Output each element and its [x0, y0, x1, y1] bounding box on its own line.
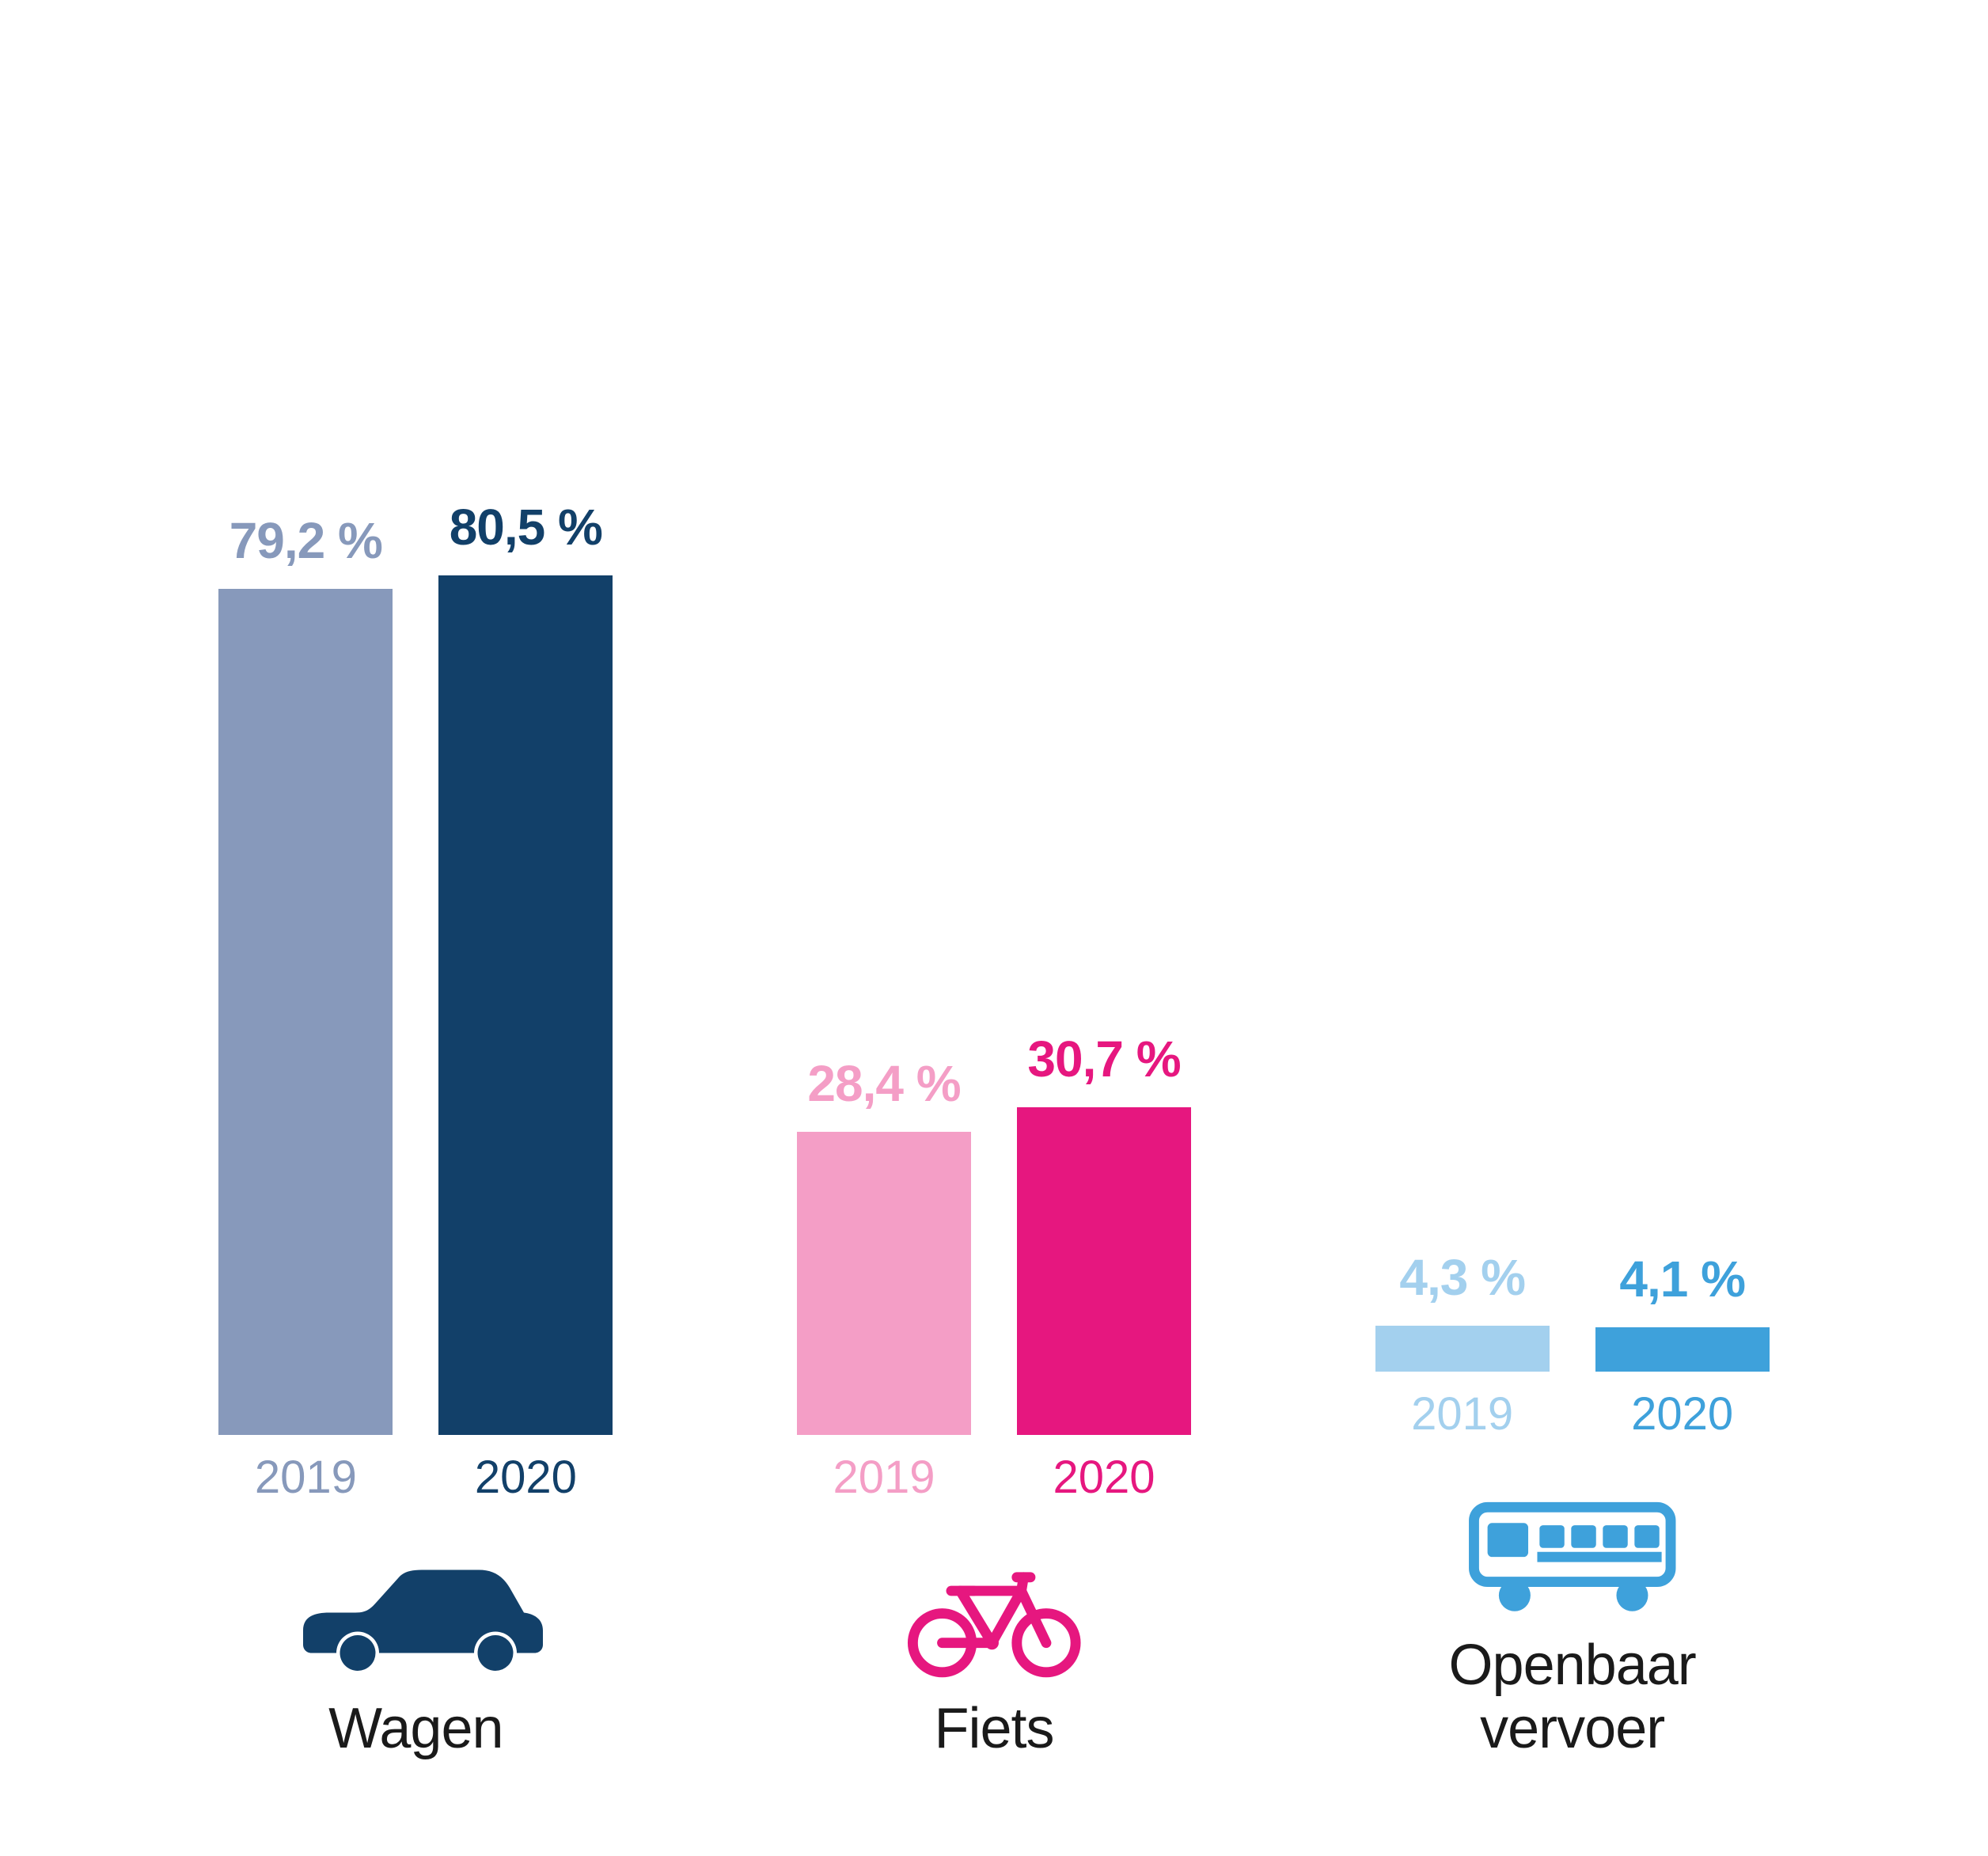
bar-value: 4,3 %: [1399, 1248, 1525, 1307]
bar-wagen-2019: 79,2 % 2019: [218, 511, 393, 1504]
group-fiets: 28,4 % 2019 30,7 % 2020: [705, 1030, 1284, 1761]
bars-wagen: 79,2 % 2019 80,5 % 2020: [218, 498, 613, 1505]
group-ov: 4,3 % 2019 4,1 % 2020: [1283, 1248, 1861, 1761]
bar-rect: [1375, 1326, 1550, 1372]
bar-value: 4,1 %: [1619, 1250, 1745, 1308]
bar-ov-2020: 4,1 % 2020: [1595, 1250, 1770, 1440]
group-wagen: 79,2 % 2019 80,5 % 2020 Wagen: [127, 498, 705, 1761]
bar-rect: [1595, 1327, 1770, 1371]
bar-rect: [218, 589, 393, 1435]
bar-value: 30,7 %: [1027, 1030, 1180, 1088]
bar-value: 79,2 %: [230, 511, 382, 570]
bar-ov-2019: 4,3 % 2019: [1375, 1248, 1550, 1440]
bar-groups: 79,2 % 2019 80,5 % 2020 Wagen: [127, 158, 1861, 1761]
bar-year: 2020: [1053, 1451, 1155, 1504]
transport-mode-chart: 79,2 % 2019 80,5 % 2020 Wagen: [0, 0, 1988, 1856]
bars-fiets: 28,4 % 2019 30,7 % 2020: [797, 1030, 1191, 1504]
bar-year: 2019: [255, 1451, 357, 1504]
bike-icon: [902, 1559, 1087, 1678]
bar-year: 2019: [833, 1451, 935, 1504]
bar-value: 28,4 %: [807, 1054, 960, 1113]
bus-icon: [1463, 1496, 1683, 1615]
group-label: Fiets: [934, 1697, 1053, 1761]
bar-year: 2020: [1631, 1387, 1733, 1440]
bar-year: 2019: [1411, 1387, 1513, 1440]
bars-ov: 4,3 % 2019 4,1 % 2020: [1375, 1248, 1770, 1440]
bar-wagen-2020: 80,5 % 2020: [438, 498, 613, 1505]
group-label: Wagen: [328, 1697, 503, 1761]
bar-year: 2020: [475, 1451, 577, 1504]
bar-rect: [438, 575, 613, 1436]
group-label: Openbaarvervoer: [1449, 1634, 1696, 1761]
bar-value: 80,5 %: [450, 498, 602, 556]
bar-rect: [1017, 1107, 1191, 1435]
car-icon: [279, 1559, 552, 1678]
bar-rect: [797, 1132, 971, 1435]
bar-fiets-2020: 30,7 % 2020: [1017, 1030, 1191, 1504]
bar-fiets-2019: 28,4 % 2019: [797, 1054, 971, 1504]
